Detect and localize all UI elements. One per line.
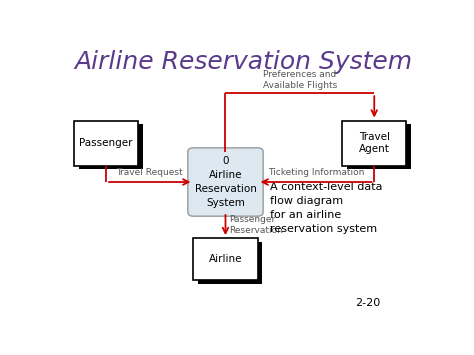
- Bar: [74, 120, 138, 165]
- Text: Passenger
Reservation: Passenger Reservation: [229, 215, 283, 235]
- Text: A context-level data
flow diagram
for an airline
reservation system: A context-level data flow diagram for an…: [271, 182, 383, 234]
- Text: Airline: Airline: [209, 254, 242, 264]
- Text: Passenger: Passenger: [79, 138, 133, 148]
- FancyBboxPatch shape: [188, 148, 263, 216]
- Text: Travel
Agent: Travel Agent: [359, 132, 390, 154]
- Bar: [342, 120, 406, 165]
- Bar: [193, 238, 258, 280]
- Bar: [198, 242, 263, 284]
- Text: Travel Request: Travel Request: [117, 168, 183, 176]
- Text: 2-20: 2-20: [355, 298, 381, 308]
- Text: 0
Airline
Reservation
System: 0 Airline Reservation System: [194, 156, 256, 208]
- Bar: [347, 124, 411, 169]
- Text: Preferences and
Available Flights: Preferences and Available Flights: [263, 70, 337, 91]
- Text: Ticketing Information: Ticketing Information: [268, 168, 364, 176]
- Text: Airline Reservation System: Airline Reservation System: [74, 50, 412, 74]
- Bar: [79, 124, 143, 169]
